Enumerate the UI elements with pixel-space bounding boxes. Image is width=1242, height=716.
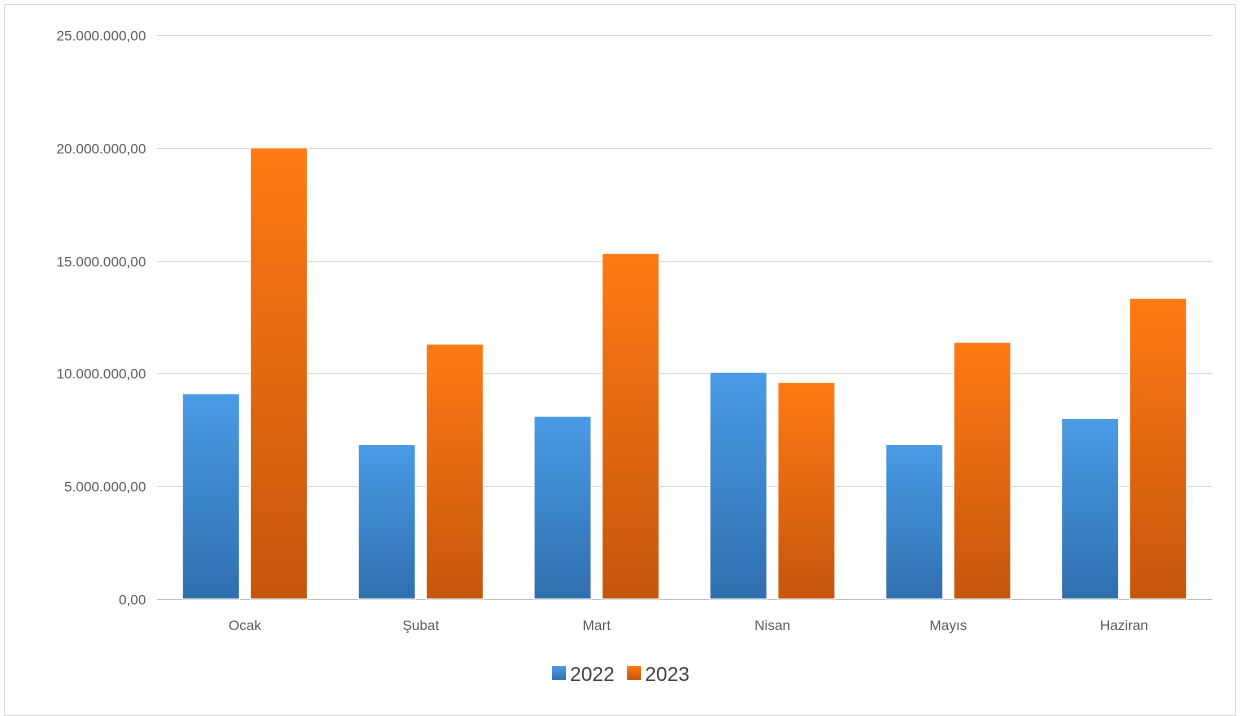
bar-2022 — [533, 415, 592, 600]
y-tick-label: 20.000.000,00 — [56, 141, 146, 157]
y-axis-ticks: 0,00 5.000.000,00 10.000.000,00 15.000.000,… — [56, 28, 146, 608]
bar-2023 — [425, 343, 484, 600]
y-tick-label: 15.000.000,00 — [56, 254, 146, 270]
legend-swatch-2023 — [627, 666, 641, 680]
bar-2022 — [709, 371, 768, 600]
legend-label: 2022 — [570, 664, 615, 686]
bar-2022 — [357, 444, 416, 600]
gridlines — [157, 35, 1212, 600]
bar-2023 — [249, 147, 308, 600]
bar-2023 — [1129, 297, 1188, 600]
y-tick-label: 0,00 — [119, 592, 146, 608]
y-tick-label: 25.000.000,00 — [56, 28, 146, 44]
y-tick-label: 5.000.000,00 — [64, 479, 146, 495]
legend-label: 2023 — [645, 664, 690, 686]
x-tick-label: Haziran — [1100, 617, 1148, 633]
x-tick-label: Nisan — [755, 617, 791, 633]
bar-2023 — [777, 381, 836, 600]
x-tick-label: Ocak — [229, 617, 263, 633]
legend-swatch-2022 — [552, 666, 566, 680]
y-tick-label: 10.000.000,00 — [56, 366, 146, 382]
bar-2022 — [181, 393, 240, 600]
bars — [181, 147, 1188, 600]
x-tick-label: Mart — [583, 617, 611, 633]
bar-2023 — [601, 252, 660, 600]
bar-2022 — [1061, 418, 1120, 600]
x-tick-label: Şubat — [403, 617, 440, 633]
legend: 2022 2023 — [552, 664, 690, 686]
bar-2022 — [885, 444, 944, 600]
bar-2023 — [953, 341, 1012, 600]
x-tick-label: Mayıs — [930, 617, 967, 633]
x-axis-ticks: Ocak Şubat Mart Nisan Mayıs Haziran — [229, 617, 1149, 633]
